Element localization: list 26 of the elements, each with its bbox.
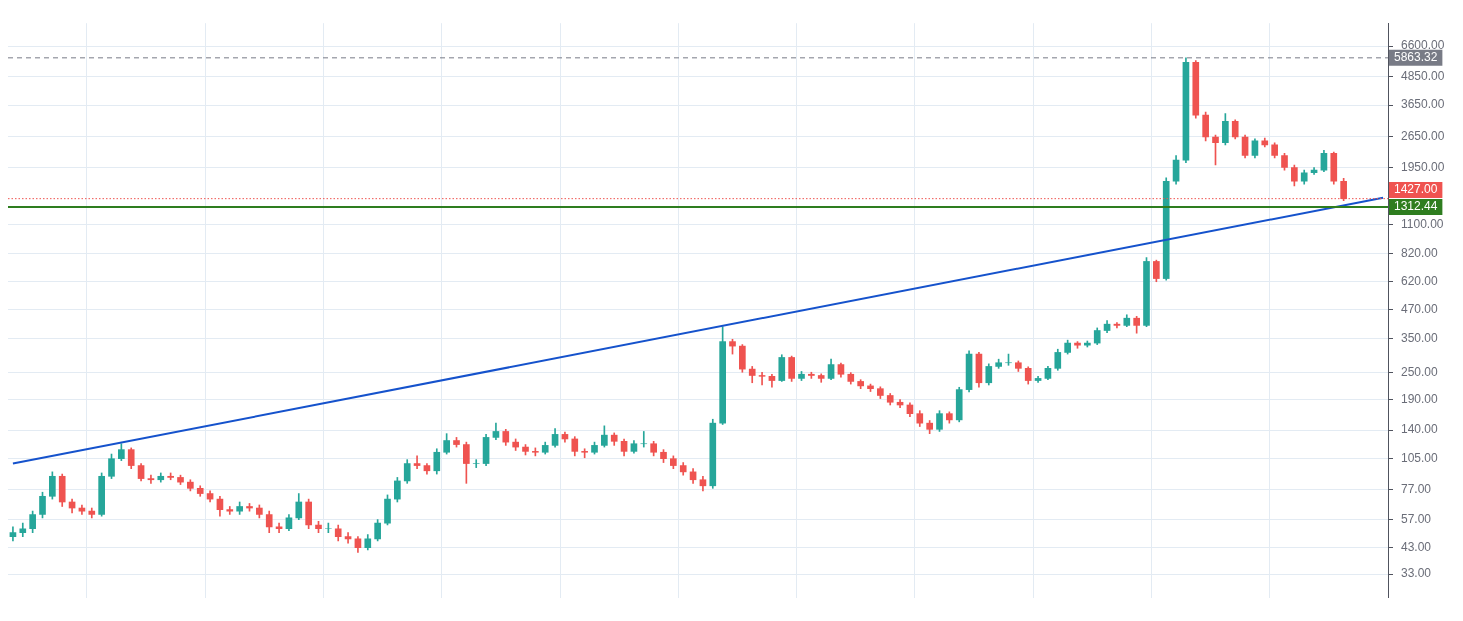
candlestick [472, 459, 480, 468]
y-tick-label: 33.00 [1401, 566, 1432, 581]
y-tick-label: 2650.00 [1401, 129, 1445, 144]
y-tick-label: 4850.00 [1401, 69, 1445, 84]
y-tick-label: 57.00 [1401, 511, 1432, 526]
y-tick-label: 620.00 [1401, 274, 1439, 289]
y-tick-label: 190.00 [1401, 391, 1439, 406]
candlestick [758, 371, 766, 386]
y-tick-label: 77.00 [1401, 481, 1432, 496]
y-tick-label: 105.00 [1401, 451, 1439, 466]
ref-line-label: 1312.44 [1394, 199, 1438, 214]
y-tick-label: 820.00 [1401, 246, 1439, 261]
candlestick [413, 455, 421, 469]
y-tick-label: 43.00 [1401, 539, 1432, 554]
candlestick [147, 474, 155, 484]
y-tick-label: 1100.00 [1401, 216, 1444, 231]
y-tick-label: 6600.00 [1401, 38, 1445, 53]
ref-line-label: 1427.00 [1394, 182, 1438, 197]
y-tick-label: 350.00 [1401, 331, 1439, 346]
y-tick-label: 250.00 [1401, 364, 1439, 379]
candlestick [640, 431, 648, 448]
ref-line-label: 5863.32 [1394, 50, 1438, 65]
y-tick-label: 140.00 [1401, 422, 1439, 437]
y-tick-label: 470.00 [1401, 301, 1439, 316]
y-tick-label: 1950.00 [1401, 159, 1445, 174]
y-tick-label: 3650.00 [1401, 97, 1445, 112]
